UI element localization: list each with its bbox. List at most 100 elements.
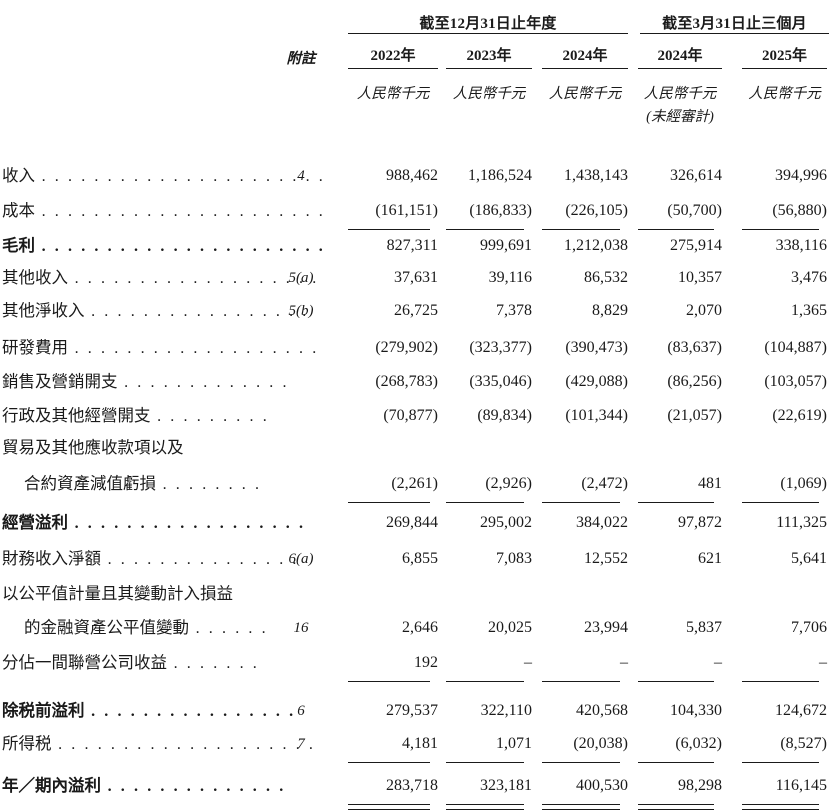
cell-r2-c2: (186,833) xyxy=(469,202,532,219)
cell-r8-c3: (101,344) xyxy=(565,407,628,424)
cell-r11-c2: 295,002 xyxy=(480,514,532,531)
cell-r5-c4: 2,070 xyxy=(686,302,722,319)
cell-r1-c2: 1,186,524 xyxy=(468,167,532,184)
cell-r16-c4: 104,330 xyxy=(670,702,722,719)
row-label-17: 所得税 . . . . . . . . . . . . . . . . . . … xyxy=(2,735,316,753)
cell-r6-c5: (104,887) xyxy=(764,339,827,356)
cell-r14-c3: 23,994 xyxy=(584,619,628,636)
cell-r10-c2: (2,926) xyxy=(485,475,532,492)
cell-r3-c5: 338,116 xyxy=(775,237,827,254)
row-label-text: 分佔一間聯營公司收益 xyxy=(2,653,167,672)
cell-r15-c2: – xyxy=(524,654,532,671)
cell-r4-c5: 3,476 xyxy=(791,269,827,286)
cell-r4-c2: 39,116 xyxy=(488,269,532,286)
subtotal-rule-r15-c1 xyxy=(348,681,430,682)
subtotal-rule-r17-c1 xyxy=(348,762,430,763)
cell-r18-c3: 400,530 xyxy=(576,777,628,794)
row-label-5: 其他淨收入 . . . . . . . . . . . . . . . . . xyxy=(2,302,309,320)
subtotal-rule-r2-c5 xyxy=(742,229,819,230)
cell-r18-c1: 283,718 xyxy=(386,777,438,794)
cell-r7-c3: (429,088) xyxy=(565,373,628,390)
cell-r18-c4: 98,298 xyxy=(678,777,722,794)
row-label-6: 研發費用 . . . . . . . . . . . . . . . . . .… xyxy=(2,338,319,357)
row-label-10: 合約資產減值虧損 . . . . . . . . xyxy=(2,474,262,493)
note-reference-17: 7 xyxy=(297,736,305,752)
row-label-text: 成本 xyxy=(2,201,35,220)
subtotal-rule-r17-c4 xyxy=(638,762,714,763)
cell-r5-c5: 1,365 xyxy=(791,302,827,319)
row-label-7: 銷售及營銷開支 . . . . . . . . . . . . . xyxy=(2,373,290,391)
leader-dots: . . . . . . . . . . . . . xyxy=(117,374,290,391)
total-double-rule-c4 xyxy=(638,804,714,810)
cell-r12-c4: 621 xyxy=(698,550,722,567)
year-rule-5 xyxy=(742,68,827,69)
cell-r3-c3: 1,212,038 xyxy=(564,237,628,254)
leader-dots: . . . . . . . . . . . . . . . . . xyxy=(84,303,309,320)
cell-r1-c5: 394,996 xyxy=(775,167,827,184)
cell-r3-c2: 999,691 xyxy=(480,237,532,254)
cell-r4-c3: 86,532 xyxy=(584,269,628,286)
row-label-text: 行政及其他經營開支 xyxy=(2,406,151,425)
cell-r6-c2: (323,377) xyxy=(469,339,532,356)
cell-r15-c5: – xyxy=(819,654,827,671)
cell-r16-c1: 279,537 xyxy=(386,702,438,719)
year-rule-4 xyxy=(638,68,722,69)
cell-r2-c4: (50,700) xyxy=(667,202,722,219)
cell-r17-c5: (8,527) xyxy=(780,735,827,752)
cell-r11-c1: 269,844 xyxy=(386,514,438,531)
note-reference-4: 5(a) xyxy=(288,270,314,286)
leader-dots: . . . . . . . . . . . . . . . . . . . . xyxy=(51,736,316,753)
cell-r17-c4: (6,032) xyxy=(675,735,722,752)
cell-r14-c2: 20,025 xyxy=(488,619,532,636)
subtotal-rule-r10-c4 xyxy=(638,502,714,503)
row-label-11: 經營溢利 . . . . . . . . . . . . . . . . . . xyxy=(2,513,306,532)
year-rule-3 xyxy=(542,68,628,69)
column-year-header-5: 2025年 xyxy=(761,48,807,64)
cell-r16-c5: 124,672 xyxy=(775,702,827,719)
cell-r18-c2: 323,181 xyxy=(480,777,532,794)
cell-r1-c1: 988,462 xyxy=(386,167,438,184)
subtotal-rule-r15-c5 xyxy=(742,681,819,682)
cell-r8-c4: (21,057) xyxy=(667,407,722,424)
row-label-text: 毛利 xyxy=(2,236,35,255)
cell-r6-c4: (83,637) xyxy=(667,339,722,356)
row-label-text: 年／期內溢利 xyxy=(2,776,101,795)
row-label-18: 年／期內溢利 . . . . . . . . . . . . . . xyxy=(2,776,286,795)
cell-r11-c4: 97,872 xyxy=(678,514,722,531)
subtotal-rule-r2-c1 xyxy=(348,229,430,230)
row-label-text: 合約資產減值虧損 xyxy=(24,474,156,493)
subtotal-rule-r10-c3 xyxy=(542,502,620,503)
column-unit-header-4: 人民幣千元 xyxy=(643,86,717,102)
cell-r12-c3: 12,552 xyxy=(584,550,628,567)
subtotal-rule-r15-c4 xyxy=(638,681,714,682)
cell-r2-c1: (161,151) xyxy=(375,202,438,219)
note-reference-16: 6 xyxy=(297,703,305,719)
subtotal-rule-r2-c4 xyxy=(638,229,714,230)
cell-r2-c3: (226,105) xyxy=(565,202,628,219)
cell-r12-c5: 5,641 xyxy=(791,550,827,567)
cell-r12-c2: 7,083 xyxy=(496,550,532,567)
subtotal-rule-r2-c2 xyxy=(446,229,524,230)
total-double-rule-c3 xyxy=(542,804,620,810)
cell-r17-c3: (20,038) xyxy=(573,735,628,752)
cell-r18-c5: 116,145 xyxy=(775,777,827,794)
row-label-12: 財務收入淨額 . . . . . . . . . . . . . . . xyxy=(2,550,299,568)
unaudited-note: (未經審計) xyxy=(646,109,714,125)
cell-r8-c1: (70,877) xyxy=(383,407,438,424)
column-year-header-1: 2022年 xyxy=(370,48,416,64)
row-label-text: 經營溢利 xyxy=(2,513,68,532)
note-reference-12: 6(a) xyxy=(288,551,314,567)
row-label-4: 其他收入 . . . . . . . . . . . . . . . . . .… xyxy=(2,269,319,287)
note-reference-5: 5(b) xyxy=(288,303,314,319)
column-year-header-4: 2024年 xyxy=(657,48,703,64)
cell-r15-c3: – xyxy=(620,654,628,671)
cell-r1-c3: 1,438,143 xyxy=(564,167,628,184)
subtotal-rule-r10-c5 xyxy=(742,502,819,503)
group-rule-quarter xyxy=(640,33,829,34)
cell-r11-c3: 384,022 xyxy=(576,514,628,531)
row-label-text: 研發費用 xyxy=(2,338,68,357)
cell-r14-c1: 2,646 xyxy=(402,619,438,636)
row-label-1: 收入 . . . . . . . . . . . . . . . . . . .… xyxy=(2,167,325,185)
subtotal-rule-r2-c3 xyxy=(542,229,620,230)
